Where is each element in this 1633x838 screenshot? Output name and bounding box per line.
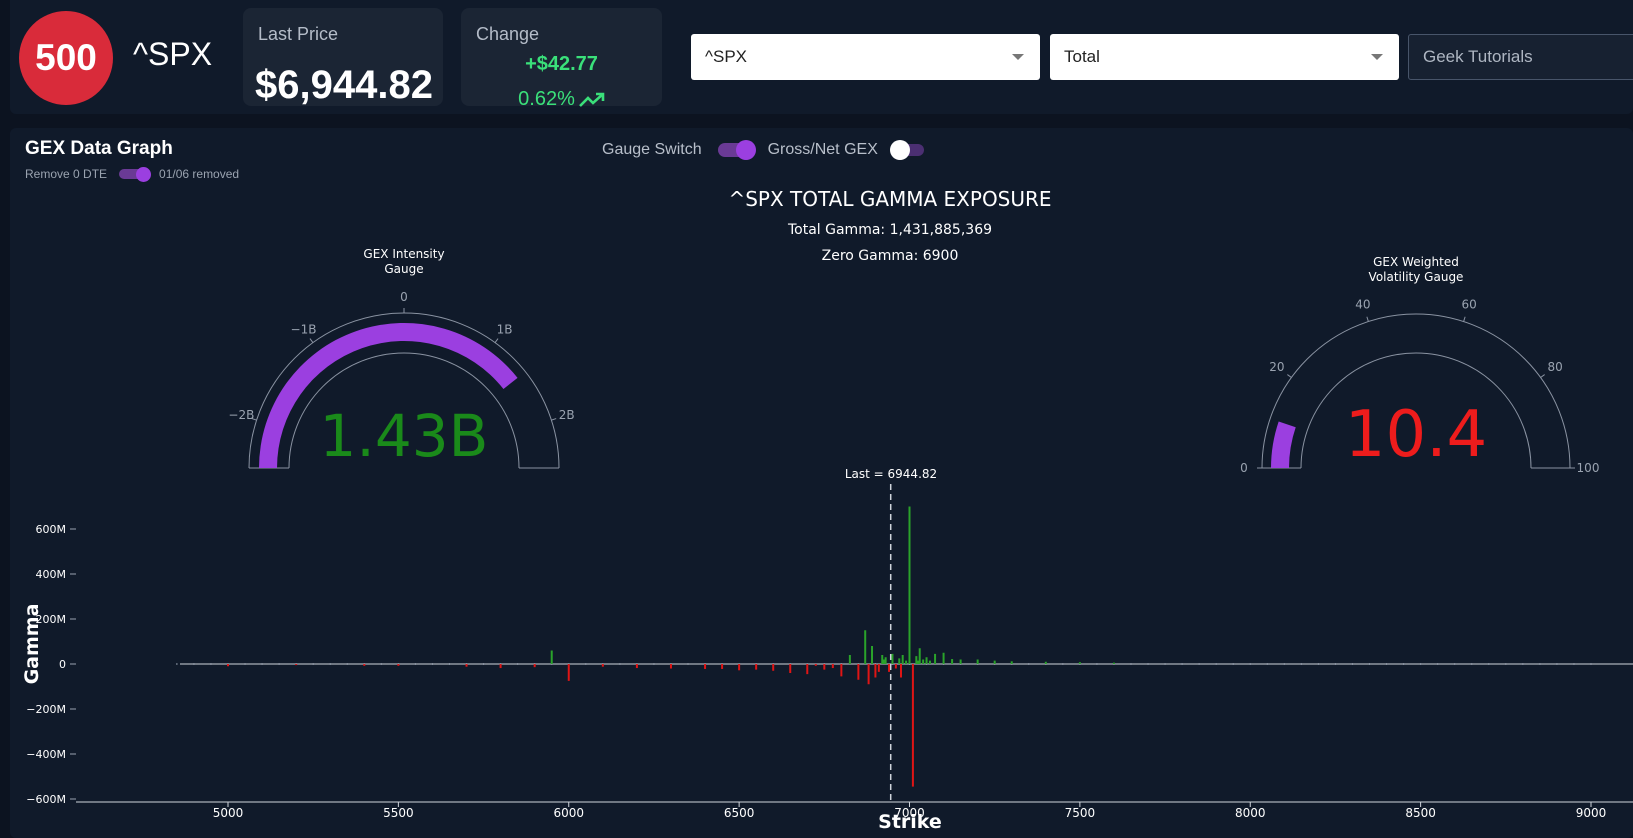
change-card: Change +$42.77 0.62% [461, 8, 662, 110]
removed-note: 01/06 removed [159, 167, 240, 181]
y-tick-label: 200M [36, 613, 67, 626]
gex-mode-select[interactable]: Total [1050, 34, 1399, 80]
y-tick-label: 600M [36, 523, 67, 536]
trending-up-icon [578, 92, 605, 107]
gauge-tick [1540, 374, 1545, 378]
x-tick-label: 6500 [724, 806, 755, 820]
gauge-tick [251, 418, 257, 421]
x-tick-label: 8500 [1405, 806, 1436, 820]
toggle-knob [136, 166, 152, 182]
toggle-knob [889, 140, 910, 160]
change-percent-row: 0.62% [461, 88, 662, 111]
gauge-tick-label: 20 [1269, 360, 1284, 374]
x-tick-label: 7500 [1065, 806, 1096, 820]
remove-dte-row: Remove 0 DTE 01/06 removed [25, 166, 240, 182]
gauge-tick-label: −2B [228, 408, 254, 422]
gauge-tick [494, 338, 499, 343]
gauge-value: 1.43B [320, 402, 489, 470]
gauge-tick [1463, 316, 1466, 322]
gross-net-toggle[interactable] [889, 140, 924, 160]
geek-tutorials-select[interactable]: Geek Tutorials [1408, 34, 1633, 80]
chevron-down-icon [1371, 54, 1383, 60]
gauge-title-line-2: Volatility Gauge [1369, 270, 1464, 284]
x-tick-label: 6000 [553, 806, 584, 820]
switch-row: Gauge Switch Gross/Net GEX [602, 140, 924, 160]
gauge-title-line-1: GEX Intensity [363, 247, 444, 261]
ticker-select[interactable]: ^SPX [691, 34, 1040, 80]
change-label: Change [476, 24, 540, 44]
gauge-title-line-2: Gauge [384, 262, 423, 276]
chart-subtitle-total-gamma: Total Gamma: 1,431,885,369 [787, 222, 992, 238]
y-tick-label: −200M [26, 703, 66, 716]
chevron-down-icon [1012, 54, 1024, 60]
last-price-value: $6,944.82 [255, 63, 433, 107]
gauge-tick-label: 80 [1548, 360, 1563, 374]
y-tick-label: −400M [26, 748, 66, 761]
gex-chart: ^SPX TOTAL GAMMA EXPOSURE Total Gamma: 1… [21, 187, 1633, 833]
gauge-value-bar [259, 323, 518, 468]
ticker-symbol: ^SPX [133, 36, 213, 72]
gauge-tick-label: 0 [400, 290, 408, 304]
gauge-tick-label: 100 [1577, 461, 1600, 475]
gauge-title-line-1: GEX Weighted [1373, 255, 1459, 269]
change-percent: 0.62% [518, 88, 575, 110]
gauge-outline-inner [1300, 352, 1532, 469]
chart-title: ^SPX TOTAL GAMMA EXPOSURE [728, 187, 1051, 211]
gauge-tick [1287, 374, 1292, 378]
x-tick-label: 5000 [213, 806, 244, 820]
x-tick-label: 9000 [1576, 806, 1607, 820]
gex-data-panel: GEX Data Graph Remove 0 DTE 01/06 remove… [10, 128, 1633, 838]
x-tick-label: 7000 [894, 806, 925, 820]
gauge-switch-toggle[interactable] [717, 140, 756, 160]
x-tick-label: 5500 [383, 806, 414, 820]
gex-volatility-gauge: GEX Weighted Volatility Gauge 0 20 40 60 80 1… [1240, 255, 1599, 475]
geek-tutorials-label: Geek Tutorials [1423, 47, 1533, 66]
y-tick-label: 0 [59, 658, 66, 671]
gauge-value-bar [1271, 421, 1296, 468]
x-tick-label: 8000 [1235, 806, 1266, 820]
y-tick-label: −600M [26, 793, 66, 806]
last-price-annotation: Last = 6944.82 [845, 467, 937, 481]
gauge-tick-label: −1B [291, 323, 317, 337]
gauge-outline-outer [248, 312, 560, 469]
y-tick-label: 400M [36, 568, 67, 581]
toggle-knob [735, 140, 756, 160]
gauge-tick-label: 1B [497, 323, 513, 337]
gross-net-label: Gross/Net GEX [767, 141, 878, 158]
gauge-tick-label: 40 [1355, 297, 1370, 311]
gex-intensity-gauge: GEX Intensity Gauge −2B −1B 0 1B 2B 1.43B [228, 247, 574, 470]
gauge-tick-label: 60 [1462, 297, 1477, 311]
ticker-select-value: ^SPX [705, 47, 747, 66]
chart-subtitle-zero-gamma: Zero Gamma: 6900 [822, 248, 959, 264]
gauge-tick [309, 338, 314, 343]
gauge-tick-label: 0 [1240, 461, 1248, 475]
panel-title: GEX Data Graph [25, 138, 173, 159]
last-price-label: Last Price [258, 24, 339, 44]
gauge-tick-label: 2B [559, 408, 575, 422]
gauge-tick [551, 418, 557, 421]
gauge-outline-outer [1261, 313, 1571, 469]
gauge-switch-label: Gauge Switch [602, 141, 702, 158]
remove-dte-label: Remove 0 DTE [25, 167, 108, 181]
gauge-outline-inner [288, 352, 520, 469]
logo-badge[interactable]: 500 [19, 11, 113, 105]
gauge-value: 10.4 [1345, 398, 1488, 472]
remove-dte-toggle[interactable] [119, 166, 152, 182]
y-axis-label: Gamma [21, 604, 43, 685]
x-axis-label: Strike [878, 811, 942, 833]
gex-mode-select-value: Total [1064, 47, 1100, 66]
gamma-bar-chart: 600M 400M 200M 0 −200M −400M −600M 5000 5500 6000… [26, 484, 1633, 820]
change-absolute: +$42.77 [525, 53, 598, 75]
gauge-tick [1366, 316, 1369, 322]
last-price-card: Last Price $6,944.82 [243, 8, 443, 107]
